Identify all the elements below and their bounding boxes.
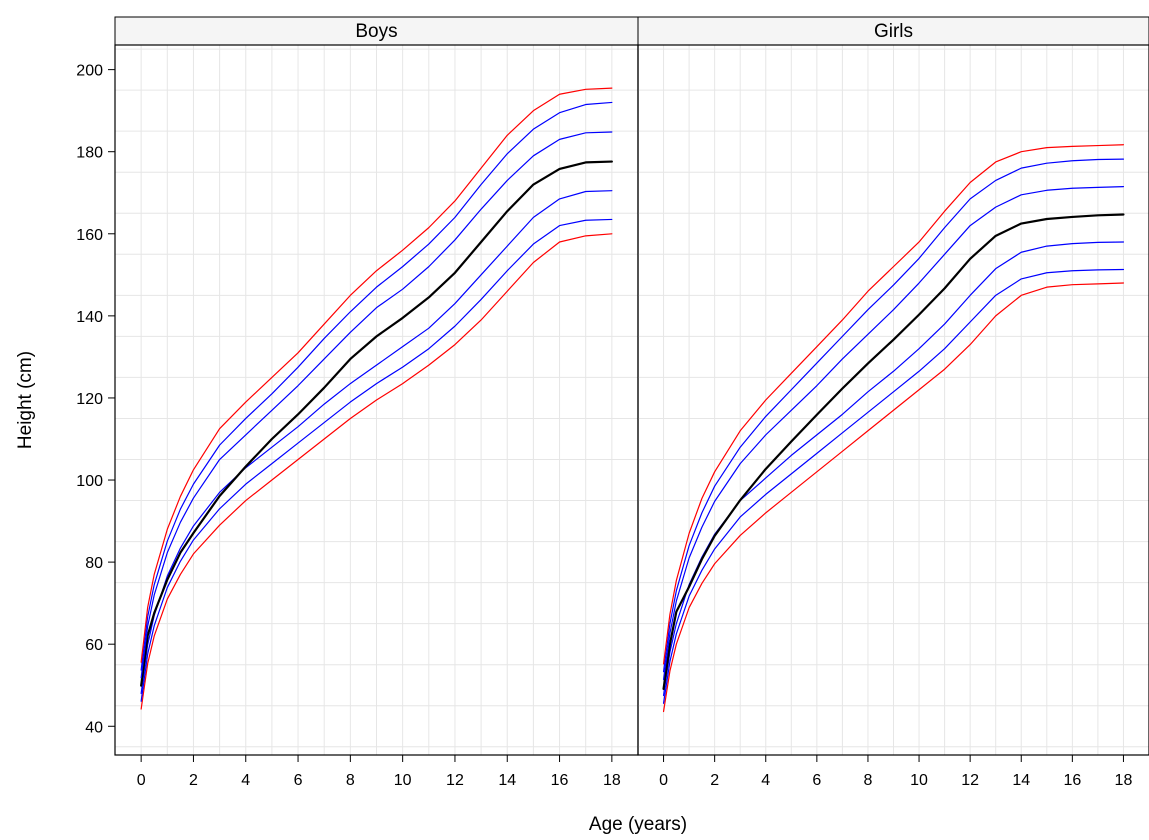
y-tick-label: 60 bbox=[85, 637, 103, 654]
x-tick-label: 18 bbox=[1115, 772, 1133, 789]
x-tick-label: 6 bbox=[294, 772, 303, 789]
series-line-outer-0 bbox=[140, 233, 613, 710]
panel-border bbox=[637, 44, 1149, 756]
x-tick-label: 4 bbox=[241, 772, 250, 789]
x-tick-label: 12 bbox=[961, 772, 979, 789]
y-tick-label: 80 bbox=[85, 555, 103, 572]
y-tick-label: 140 bbox=[76, 309, 103, 326]
series-line-inner-4 bbox=[662, 185, 1125, 681]
series-line-outer-6 bbox=[662, 144, 1125, 665]
x-tick-label: 16 bbox=[1063, 772, 1081, 789]
x-tick-label: 18 bbox=[603, 772, 621, 789]
series-line-outer-0 bbox=[662, 282, 1125, 713]
y-tick-label: 160 bbox=[76, 227, 103, 244]
series-line-median-3 bbox=[662, 213, 1125, 691]
y-tick-label: 40 bbox=[85, 719, 103, 736]
series-line-inner-2 bbox=[140, 190, 613, 695]
series-line-inner-5 bbox=[140, 101, 613, 671]
x-tick-label: 0 bbox=[137, 772, 146, 789]
x-axis-title: Age (years) bbox=[589, 814, 687, 835]
y-tick-label: 120 bbox=[76, 391, 103, 408]
x-tick-label: 12 bbox=[446, 772, 464, 789]
y-tick-label: 180 bbox=[76, 145, 103, 162]
x-tick-label: 10 bbox=[394, 772, 412, 789]
series-line-inner-4 bbox=[140, 131, 613, 679]
series-line-median-3 bbox=[140, 160, 613, 687]
x-tick-label: 10 bbox=[910, 772, 928, 789]
panel-label: Girls bbox=[874, 21, 913, 42]
y-tick-label: 200 bbox=[76, 63, 103, 80]
x-tick-label: 8 bbox=[863, 772, 872, 789]
x-tick-label: 6 bbox=[812, 772, 821, 789]
y-tick-label: 100 bbox=[76, 473, 103, 490]
series-line-inner-1 bbox=[662, 268, 1125, 704]
x-tick-label: 2 bbox=[710, 772, 719, 789]
x-tick-label: 16 bbox=[551, 772, 569, 789]
y-axis-title: Height (cm) bbox=[15, 351, 36, 449]
x-tick-label: 8 bbox=[346, 772, 355, 789]
x-tick-label: 4 bbox=[761, 772, 770, 789]
panel-girls: Girls 0 2 4 6 8 10 12 14 16 18 bbox=[637, 16, 1149, 789]
series-line-inner-1 bbox=[140, 218, 613, 702]
series-line-outer-6 bbox=[140, 87, 613, 663]
series-line-inner-5 bbox=[662, 158, 1125, 673]
panel-label: Boys bbox=[355, 21, 397, 42]
x-tick-label: 0 bbox=[659, 772, 668, 789]
x-tick-label: 2 bbox=[189, 772, 198, 789]
x-tick-label: 14 bbox=[1012, 772, 1030, 789]
x-tick-label: 14 bbox=[498, 772, 516, 789]
panel-boys: Boys 0 2 4 6 8 10 12 14 16 18 bbox=[114, 16, 639, 789]
panel-strip bbox=[637, 16, 1149, 46]
